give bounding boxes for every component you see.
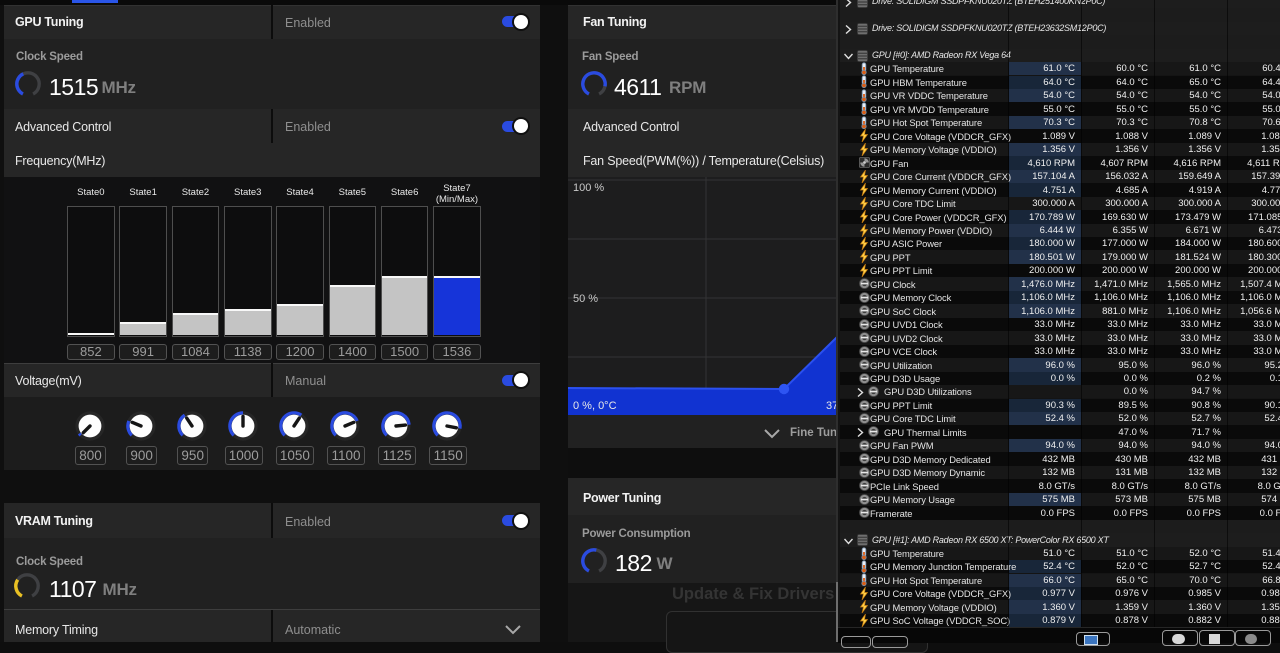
svg-text:100 %: 100 %	[573, 182, 604, 194]
svg-text:37: 37	[826, 400, 838, 412]
svg-text:0 %, 0°C: 0 %, 0°C	[573, 400, 617, 412]
svg-text:50 %: 50 %	[573, 293, 598, 305]
